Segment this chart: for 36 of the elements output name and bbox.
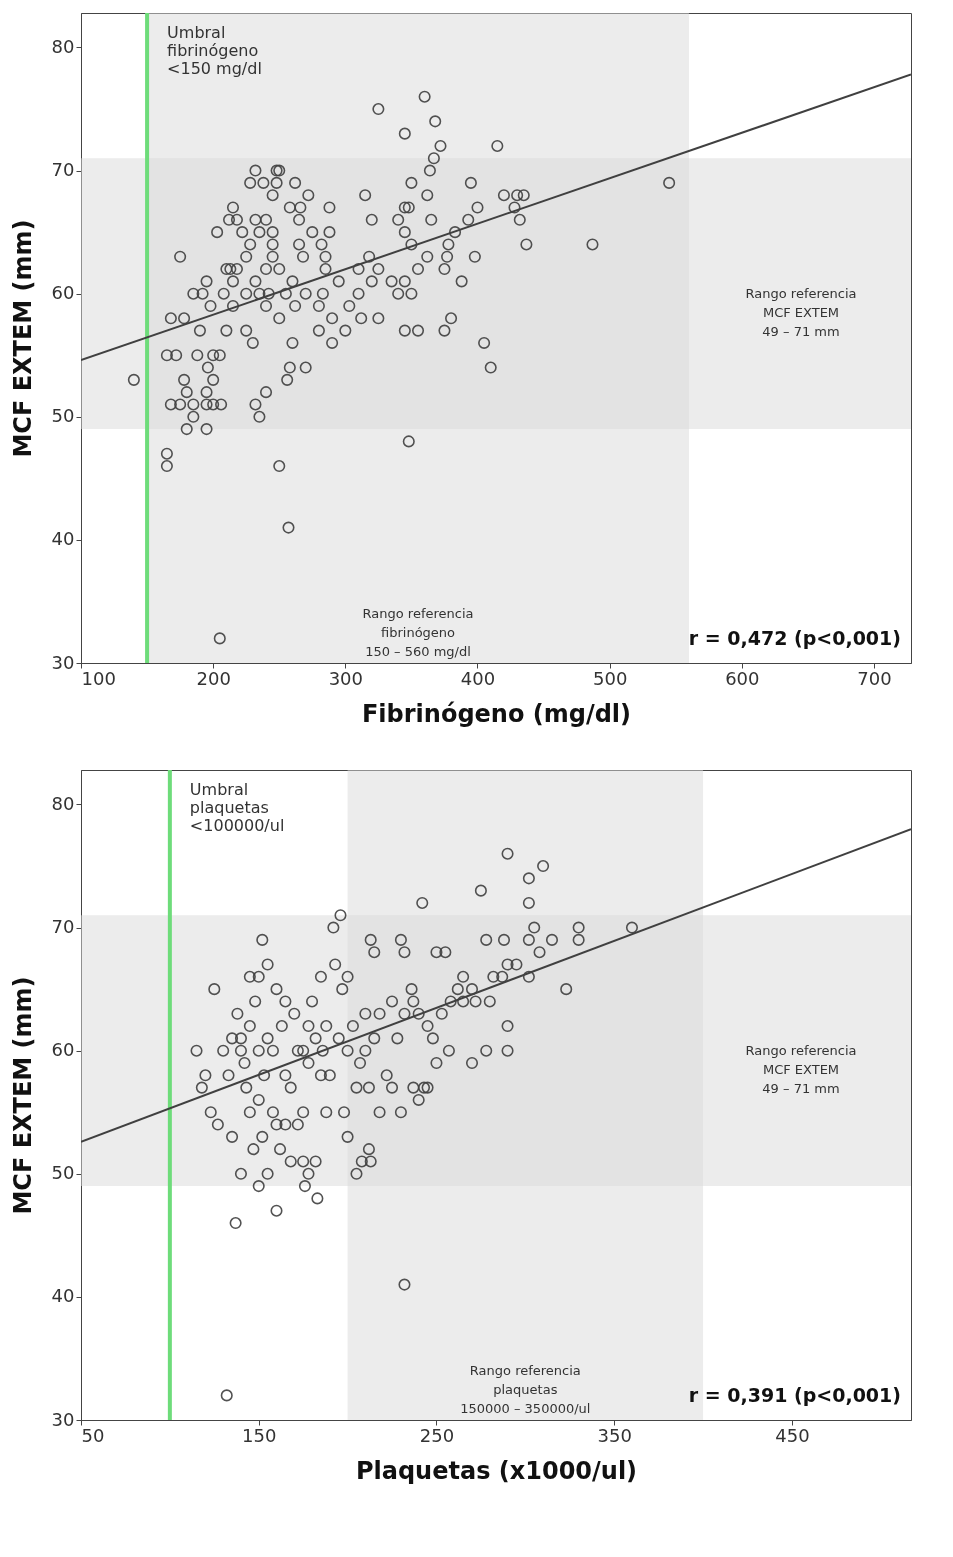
y-tick-label: 80 [51,792,75,814]
x-tick-label: 200 [196,667,231,689]
ref-line-label: Umbral plaquetas <100000/ul [189,780,285,835]
x-tick-label: 250 [419,1424,455,1446]
x-tick-label: 150 [242,1424,277,1446]
x-tick-label: 450 [775,1424,810,1446]
y-tick-label: 40 [51,1285,75,1307]
x-tick-label: 300 [328,667,364,689]
annotation: r = 0,472 (p<0,001) [688,627,901,649]
y-tick-label: 50 [51,1162,75,1184]
y-tick-label: 40 [51,528,75,550]
x-tick-label: 400 [460,667,496,689]
x-tick-label: 700 [857,667,892,689]
y-tick-label: 70 [51,916,75,938]
x-tick-label: 350 [597,1424,632,1446]
band-label: Rango referencia MCF EXTEM 49 – 71 mm [745,285,857,339]
y-tick-label: 30 [51,651,75,673]
x-tick-label: 50 [81,1424,105,1446]
y-tick-label: 50 [51,405,75,427]
x-axis-title: Fibrinógeno (mg/dl) [361,699,632,728]
y-tick-label: 80 [51,35,75,57]
y-axis-title: MCF EXTEM (mm) [8,976,37,1215]
x-axis-title: Plaquetas (x1000/ul) [355,1456,638,1485]
x-tick-label: 600 [725,667,760,689]
y-tick-label: 30 [51,1408,75,1430]
band-label: Rango referencia fibrinógeno 150 – 560 mg/dl [362,606,474,659]
ref-line-label: Umbral fibrinógeno <150 mg/dl [167,23,262,78]
y-tick-label: 70 [51,159,75,181]
y-tick-label: 60 [51,1039,75,1061]
annotation: r = 0,391 (p<0,001) [688,1384,901,1406]
y-tick-label: 60 [51,282,75,304]
x-tick-label: 100 [81,667,116,689]
band-label: Rango referencia plaquetas 150000 – 350000/ul [460,1363,591,1416]
y-axis-title: MCF EXTEM (mm) [8,219,37,458]
x-tick-label: 500 [592,667,628,689]
band-label: Rango referencia MCF EXTEM 49 – 71 mm [745,1042,857,1096]
